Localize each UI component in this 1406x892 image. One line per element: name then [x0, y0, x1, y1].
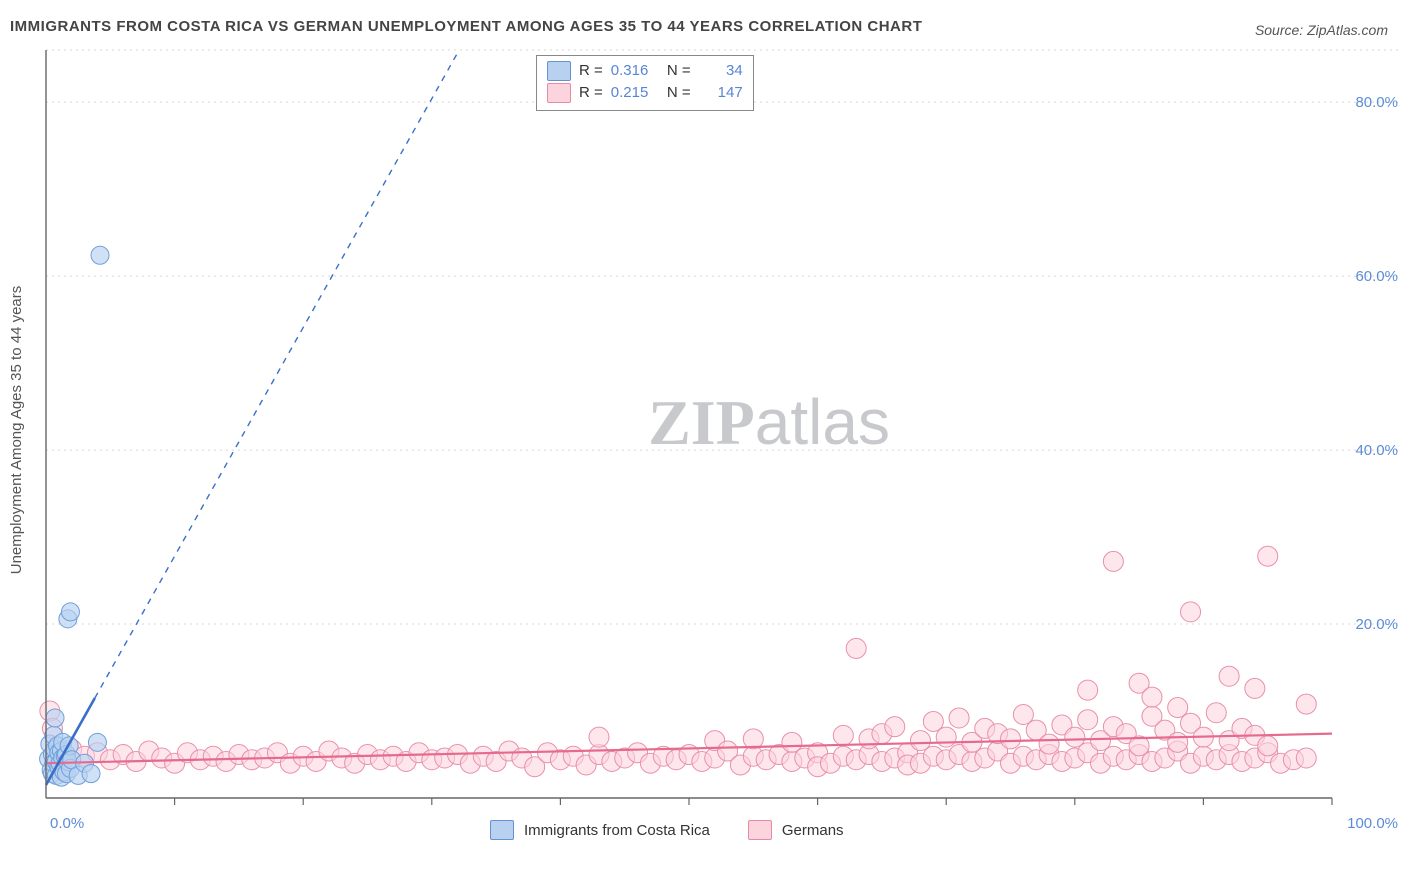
- stat-label: N =: [663, 82, 691, 104]
- svg-text:20.0%: 20.0%: [1355, 616, 1398, 633]
- swatch-blue: [547, 61, 571, 81]
- correlation-chart: ZIPatlas 0.0% 100.0% 20.0% 40.0% 60.0% 80.0%: [0, 0, 1406, 892]
- legend-stats-row-pink: R = 0.215 N = 147: [547, 82, 743, 104]
- legend-bottom: Immigrants from Costa Rica Germans: [490, 820, 844, 840]
- svg-text:80.0%: 80.0%: [1355, 94, 1398, 111]
- stat-value: 34: [699, 60, 743, 82]
- svg-text:40.0%: 40.0%: [1355, 442, 1398, 459]
- stat-value: 0.316: [611, 60, 655, 82]
- svg-text:100.0%: 100.0%: [1347, 815, 1398, 832]
- swatch-pink: [547, 83, 571, 103]
- svg-text:ZIPatlas: ZIPatlas: [648, 386, 890, 458]
- stat-value: 147: [699, 82, 743, 104]
- svg-text:60.0%: 60.0%: [1355, 268, 1398, 285]
- stat-label: N =: [663, 60, 691, 82]
- swatch-blue: [490, 820, 514, 840]
- legend-label: Immigrants from Costa Rica: [524, 822, 710, 839]
- legend-stats-box: R = 0.316 N = 34 R = 0.215 N = 147: [536, 55, 754, 111]
- swatch-pink: [748, 820, 772, 840]
- stat-value: 0.215: [611, 82, 655, 104]
- stat-label: R =: [579, 60, 603, 82]
- svg-text:0.0%: 0.0%: [50, 815, 84, 832]
- legend-stats-row-blue: R = 0.316 N = 34: [547, 60, 743, 82]
- legend-label: Germans: [782, 822, 844, 839]
- stat-label: R =: [579, 82, 603, 104]
